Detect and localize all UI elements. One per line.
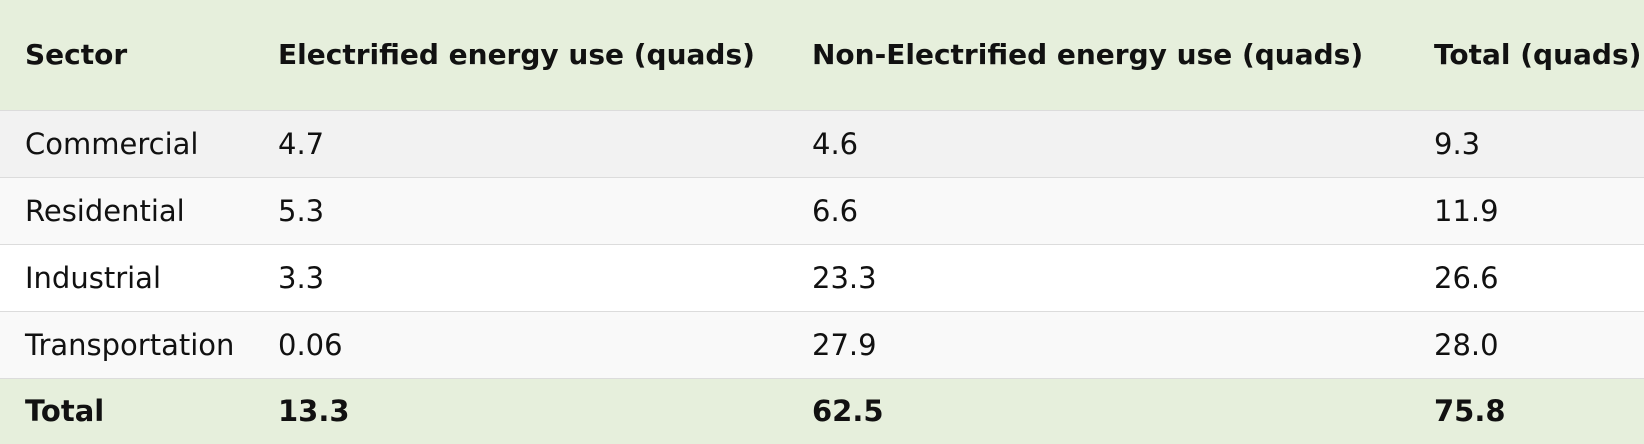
cell-non-electrified: 27.9 <box>812 327 877 362</box>
cell-total: 28.0 <box>1434 327 1499 362</box>
total-non-electrified: 62.5 <box>812 394 884 429</box>
total-electrified: 13.3 <box>278 394 350 429</box>
header-non-electrified: Non-Electrified energy use (quads) <box>812 37 1364 71</box>
total-label: Total <box>25 394 105 429</box>
table-row: Industrial 3.3 23.3 26.6 <box>0 244 1644 311</box>
cell-sector: Transportation <box>25 327 235 362</box>
cell-electrified: 0.06 <box>278 327 343 362</box>
cell-total: 9.3 <box>1434 126 1481 161</box>
cell-sector: Residential <box>25 193 185 228</box>
total-row: Total 13.3 62.5 75.8 <box>0 378 1644 444</box>
header-row: Sector Electrified energy use (quads) No… <box>0 0 1644 110</box>
cell-total: 11.9 <box>1434 193 1499 228</box>
header-sector: Sector <box>25 37 128 71</box>
cell-electrified: 3.3 <box>278 260 325 295</box>
header-electrified: Electrified energy use (quads) <box>278 37 755 71</box>
cell-non-electrified: 6.6 <box>812 193 859 228</box>
table-row: Residential 5.3 6.6 11.9 <box>0 177 1644 244</box>
cell-total: 26.6 <box>1434 260 1499 295</box>
cell-sector: Commercial <box>25 126 199 161</box>
table-row: Transportation 0.06 27.9 28.0 <box>0 311 1644 378</box>
cell-electrified: 4.7 <box>278 126 325 161</box>
header-total: Total (quads) <box>1434 37 1642 71</box>
total-total: 75.8 <box>1434 394 1506 429</box>
table-row: Commercial 4.7 4.6 9.3 <box>0 110 1644 177</box>
cell-sector: Industrial <box>25 260 162 295</box>
cell-non-electrified: 4.6 <box>812 126 859 161</box>
cell-electrified: 5.3 <box>278 193 325 228</box>
cell-non-electrified: 23.3 <box>812 260 877 295</box>
